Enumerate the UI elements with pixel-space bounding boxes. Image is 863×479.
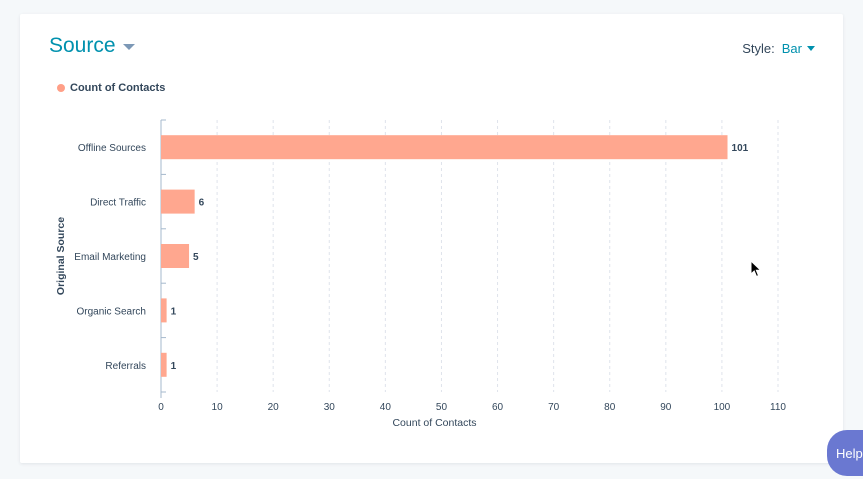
x-axis-title: Count of Contacts (392, 417, 476, 429)
mouse-cursor-icon (750, 260, 762, 278)
x-tick-label: 20 (268, 402, 280, 413)
chart-legend: Count of Contacts (57, 82, 165, 94)
y-axis-title: Original Source (55, 217, 67, 295)
data-label: 6 (199, 198, 205, 209)
style-value[interactable]: Bar (781, 41, 802, 56)
y-tick-label: Offline Sources (78, 143, 146, 154)
data-label: 5 (193, 252, 199, 263)
help-label: Help (836, 445, 863, 461)
x-tick-label: 80 (604, 402, 616, 413)
x-tick-label: 90 (660, 402, 672, 413)
bar (161, 189, 195, 214)
x-tick-label: 50 (436, 402, 448, 413)
x-tick-label: 40 (380, 402, 392, 413)
x-tick-label: 30 (324, 402, 336, 413)
report-title-dropdown[interactable]: Source (49, 34, 135, 58)
legend-swatch (57, 84, 65, 92)
help-button[interactable]: Help (827, 430, 863, 476)
data-label: 1 (171, 361, 177, 372)
report-title: Source (49, 34, 116, 57)
x-tick-label: 110 (770, 402, 786, 413)
y-tick-label: Organic Search (77, 306, 146, 317)
x-tick-label: 10 (212, 402, 224, 413)
data-label: 1 (171, 306, 177, 317)
bar (161, 298, 167, 323)
caret-down-icon (807, 46, 815, 51)
legend-label: Count of Contacts (70, 82, 166, 94)
report-card: Source Style: Bar Count of Contacts Offl… (20, 14, 843, 463)
data-label: 101 (732, 143, 749, 154)
style-label: Style: (742, 41, 775, 56)
bar (161, 352, 167, 377)
y-tick-label: Referrals (105, 361, 146, 372)
x-tick-label: 0 (158, 402, 164, 413)
x-tick-label: 70 (548, 402, 560, 413)
y-tick-label: Direct Traffic (90, 198, 146, 209)
y-tick-label: Email Marketing (74, 252, 146, 263)
x-tick-label: 60 (492, 402, 504, 413)
bar (161, 244, 190, 268)
caret-down-icon (122, 44, 135, 50)
chart-style-selector[interactable]: Style: Bar (742, 41, 815, 56)
x-tick-label: 100 (714, 402, 731, 413)
bar (161, 135, 728, 160)
